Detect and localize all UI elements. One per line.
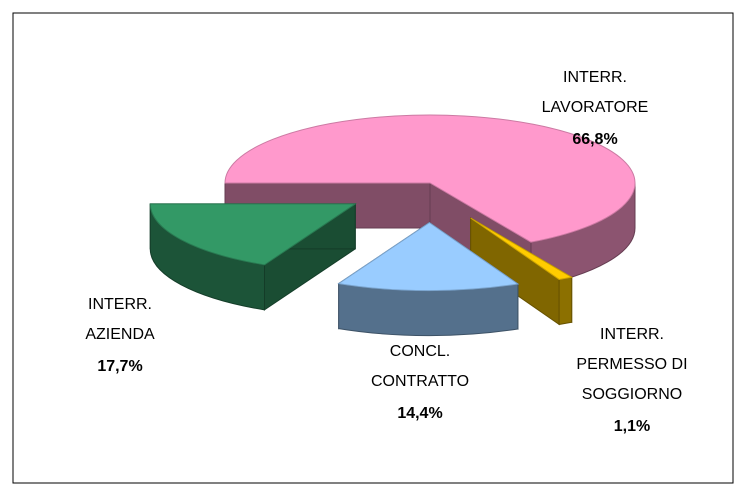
slice-value-label: 14,4% bbox=[397, 405, 442, 422]
slice-label: INTERR. AZIENDA bbox=[85, 296, 155, 343]
slice-top bbox=[337, 221, 520, 292]
slice-side bbox=[338, 282, 519, 337]
slice-value-label: 66,8% bbox=[572, 131, 617, 148]
slice-label: CONCL. CONTRATTO bbox=[371, 343, 469, 390]
slice-label: INTERR. PERMESSO DI SOGGIORNO bbox=[576, 326, 687, 403]
slice-label: INTERR. LAVORATORE bbox=[542, 69, 649, 116]
slice-value-label: 17,7% bbox=[97, 358, 142, 375]
slice-value-label: 1,1% bbox=[614, 418, 650, 435]
pie-slice bbox=[470, 217, 574, 326]
slice-top bbox=[470, 217, 574, 280]
slice-side bbox=[558, 276, 573, 326]
pie-slice bbox=[337, 221, 520, 337]
slice-top bbox=[224, 114, 636, 243]
pie-slice bbox=[149, 202, 357, 311]
slice-top bbox=[149, 203, 357, 266]
